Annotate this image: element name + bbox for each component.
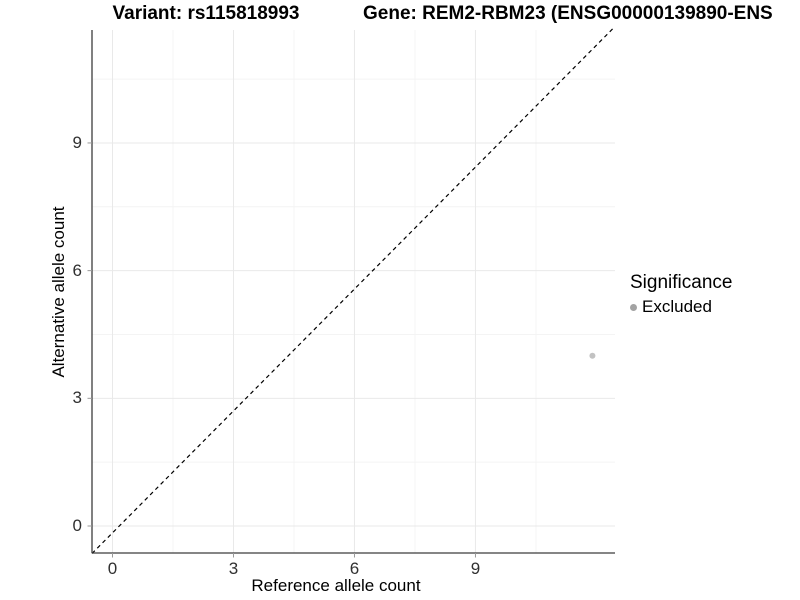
- legend-entry-excluded: Excluded: [630, 297, 732, 317]
- y-axis-title: Alternative allele count: [49, 206, 68, 378]
- data-point: [589, 352, 596, 359]
- y-tick-label: 3: [72, 388, 82, 408]
- y-tick-label: 6: [72, 260, 82, 280]
- plot-title-gene: Gene: REM2-RBM23 (ENSG00000139890-ENS: [363, 3, 773, 24]
- legend-key-dot-icon: [630, 303, 637, 311]
- legend-entry-label: Excluded: [642, 297, 712, 316]
- x-axis-title: Reference allele count: [251, 576, 421, 595]
- y-tick-label: 9: [72, 132, 82, 152]
- x-tick-label: 3: [228, 559, 239, 578]
- x-tick-label: 6: [349, 559, 360, 578]
- plot-title-variant: Variant: rs115818993: [112, 3, 300, 24]
- x-tick-label: 9: [470, 559, 481, 578]
- legend: Significance Excluded: [630, 272, 732, 317]
- x-tick-label: 0: [107, 559, 118, 578]
- legend-title: Significance: [630, 272, 733, 293]
- y-tick-label: 0: [72, 516, 82, 535]
- identity-line: [91, 27, 615, 554]
